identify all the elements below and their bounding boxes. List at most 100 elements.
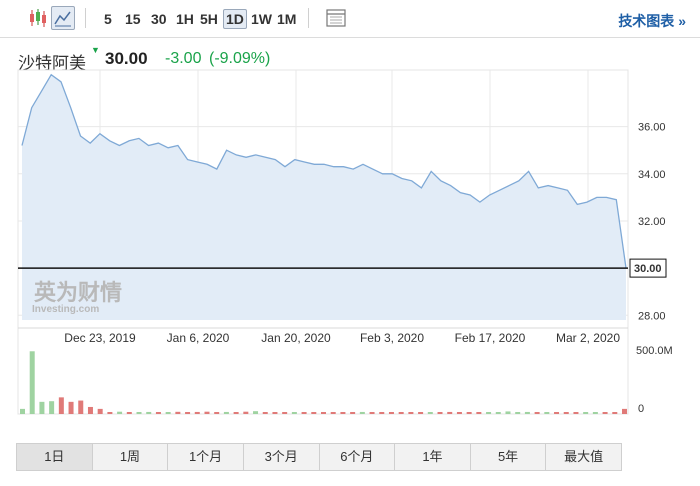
volume-bar [602,412,608,414]
area-chart-icon[interactable] [51,6,75,30]
volume-bar [58,397,64,414]
price-change: -3.00 [165,50,202,67]
volume-bar [146,411,152,414]
volume-bar [301,412,307,414]
x-tick-label: Feb 17, 2020 [455,331,526,345]
volume-bar [233,412,239,414]
volume-bar [87,406,93,414]
y-tick-label: 36.00 [638,122,666,134]
volume-bar [388,412,394,414]
volume-bar [476,412,482,414]
volume-bar [505,411,511,414]
current-price-label: 30.00 [634,263,662,275]
toolbar-divider [85,8,86,28]
volume-bar [107,412,113,414]
x-tick-label: Dec 23, 2019 [64,331,136,345]
range-3-months[interactable]: 3个月 [243,444,320,470]
volume-bar [592,412,598,414]
x-tick-label: Jan 20, 2020 [261,331,331,345]
volume-bar [223,411,229,414]
volume-bar [495,412,501,414]
price-chart[interactable]: 英为财情 Investing.com 30.00 36.00 34.00 32.00 28.… [0,68,700,428]
volume-max-label: 500.0M [636,345,673,357]
timeframe-1h[interactable]: 1H [176,11,194,27]
volume-bar [185,412,191,414]
last-price: 30.00 [105,49,148,68]
volume-bar [20,408,25,414]
volume-bar [408,412,414,414]
volume-bar [330,412,336,414]
range-1-year[interactable]: 1年 [395,444,471,470]
volume-bar [554,412,560,414]
volume-bar [359,411,365,414]
volume-bar [534,412,540,414]
candlestick-icon[interactable] [26,6,50,30]
volume-bar [573,412,579,414]
volume-bar [194,411,200,414]
volume-bar [456,412,462,414]
volume-bar [155,412,161,414]
volume-bar [622,408,627,414]
range-1-month[interactable]: 1个月 [168,444,244,470]
x-tick-label: Mar 2, 2020 [556,331,620,345]
watermark-brand-en: Investing.com [32,304,99,315]
volume-bar [39,401,45,414]
volume-bar [243,411,249,414]
timeframe-1w[interactable]: 1W [251,11,272,27]
volume-bar [165,412,171,414]
down-triangle-icon: ▼ [91,45,100,55]
technical-chart-link[interactable]: 技术图表 » [618,13,686,29]
volume-bar [253,411,259,414]
volume-bar [379,412,385,414]
timeframe-5[interactable]: 5 [104,11,112,27]
volume-bar [321,412,326,414]
x-tick-label: Feb 3, 2020 [360,331,424,345]
chart-settings-icon[interactable] [325,7,347,29]
y-tick-label: 28.00 [638,310,666,322]
volume-bar [515,412,521,414]
instrument-header: 沙特阿美 ▼ 30.00 -3.00 (-9.09%) [0,38,700,74]
volume-bar [427,412,433,414]
toolbar-divider [308,8,309,28]
volume-bar [398,412,404,414]
volume-zero-label: 0 [638,403,644,415]
price-line [21,73,627,269]
range-5-years[interactable]: 5年 [470,444,547,470]
range-6-months[interactable]: 6个月 [319,444,396,470]
volume-bar [418,412,424,414]
volume-bar [204,411,210,414]
volume-bar [612,412,618,414]
volume-bar [262,412,268,414]
volume-bar [272,412,278,414]
volume-bar [350,412,356,414]
timeframe-1m[interactable]: 1M [277,11,297,27]
volume-bar [583,412,589,414]
volume-bar [78,400,84,414]
volume-bar [68,401,74,414]
range-max[interactable]: 最大值 [546,444,621,470]
volume-bar [117,411,123,414]
volume-bar [524,411,530,414]
timeframe-1d[interactable]: 1D [223,9,247,29]
x-tick-label: Jan 6, 2020 [167,331,230,345]
current-price-tag [629,258,667,278]
volume-bar [97,408,103,414]
volume-bar [437,412,443,414]
timeframe-5h[interactable]: 5H [200,11,218,27]
watermark-brand-cn: 英为财情 [34,280,122,305]
range-selector: 1日 1周 1个月 3个月 6个月 1年 5年 最大值 [16,443,622,471]
volume-bar [311,412,317,414]
range-1-day[interactable]: 1日 [17,444,93,470]
volume-bar [126,412,132,414]
volume-bar [466,412,472,414]
instrument-name: 沙特阿美 [18,54,86,73]
volume-bar [544,412,550,414]
volume-bar [214,412,220,414]
y-tick-label: 34.00 [638,169,666,181]
timeframe-30[interactable]: 30 [151,11,167,27]
volume-bar [340,412,346,414]
timeframe-15[interactable]: 15 [125,11,141,27]
volume-bar [49,401,55,414]
range-1-week[interactable]: 1周 [92,444,169,470]
